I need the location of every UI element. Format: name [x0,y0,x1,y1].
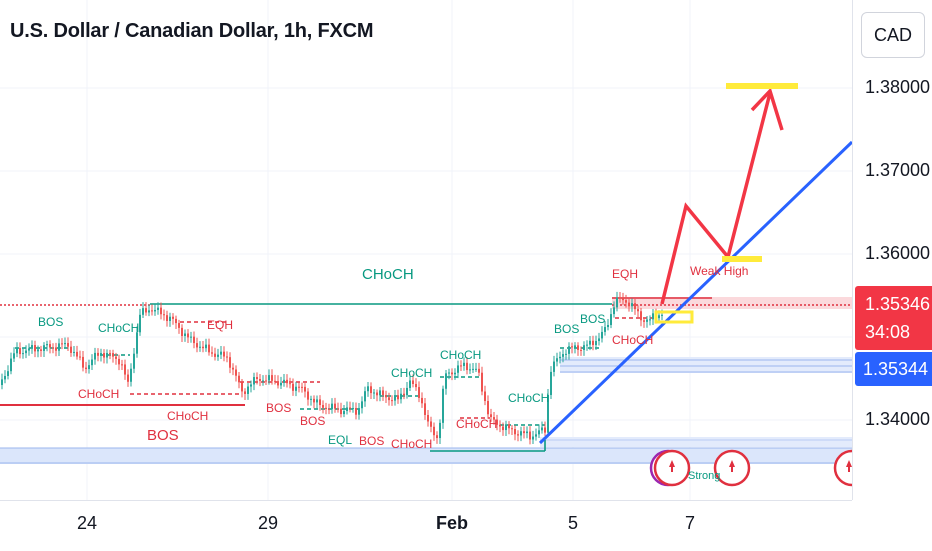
entry-box[interactable] [654,310,694,324]
price-label-blue: 1.35344 [855,352,932,386]
projection-path[interactable] [660,92,772,305]
event-markers[interactable] [649,449,852,487]
grid [0,0,852,500]
time-tick: 7 [684,513,696,533]
label-bos: BOS [359,434,384,448]
label-eql: EQL [328,433,352,447]
price-tick: 1.37000 [865,160,931,180]
label-weak-high: Weak High [690,264,748,278]
time-tick: 29 [257,513,279,533]
label-bos: BOS [266,401,291,415]
label-choch: CHoCH [440,348,481,362]
label-eqh-left: EQH [207,318,233,332]
price-tick: 1.38000 [865,77,931,97]
label-choch: CHoCH [98,321,139,335]
time-tick: 5 [567,513,579,533]
demand-zones [0,357,852,464]
price-tick: 1.36000 [865,243,931,263]
label-strong: Strong [688,470,720,482]
currency-button[interactable]: CAD [861,12,925,58]
label-choch: CHoCH [391,437,432,451]
trendline[interactable] [538,140,852,445]
target-line-top[interactable] [726,83,798,89]
target-line-mid[interactable] [722,256,762,262]
label-bos: BOS [580,312,605,326]
time-tick: Feb [435,513,469,533]
label-bos: BOS [300,414,325,428]
chart-canvas[interactable]: CHoCH EQH Weak High BOS CHoCH EQH CHoCH … [0,0,852,500]
label-choch-top: CHoCH [362,266,414,283]
label-choch: CHoCH [612,333,653,347]
chart-title: U.S. Dollar / Canadian Dollar, 1h, FXCM [10,20,374,42]
label-eqh-right: EQH [612,267,638,281]
canada-flag-icon[interactable] [833,449,852,487]
time-axis[interactable]: 24 29 Feb 5 7 [0,500,852,551]
label-choch: CHoCH [167,409,208,423]
label-bos-major: BOS [147,427,179,444]
label-choch: CHoCH [391,366,432,380]
label-choch: CHoCH [508,391,549,405]
label-bos: BOS [554,322,579,336]
label-choch: CHoCH [456,417,497,431]
label-choch: CHoCH [78,387,119,401]
price-tick: 1.34000 [865,409,931,429]
last-price: 1.35346 [865,294,931,314]
bar-countdown: 34:08 [865,322,911,342]
candlestick-series [1,291,663,445]
price-axis[interactable]: CAD 1.38000 1.37000 1.36000 1.34000 1.35… [852,0,932,500]
supply-zone [612,297,852,309]
label-bos: BOS [38,315,63,329]
last-price-tag: 1.35346 34:08 [855,286,932,350]
time-tick: 24 [76,513,98,533]
chart-area[interactable]: CHoCH EQH Weak High BOS CHoCH EQH CHoCH … [0,0,852,500]
projection-arrowhead [750,87,784,131]
